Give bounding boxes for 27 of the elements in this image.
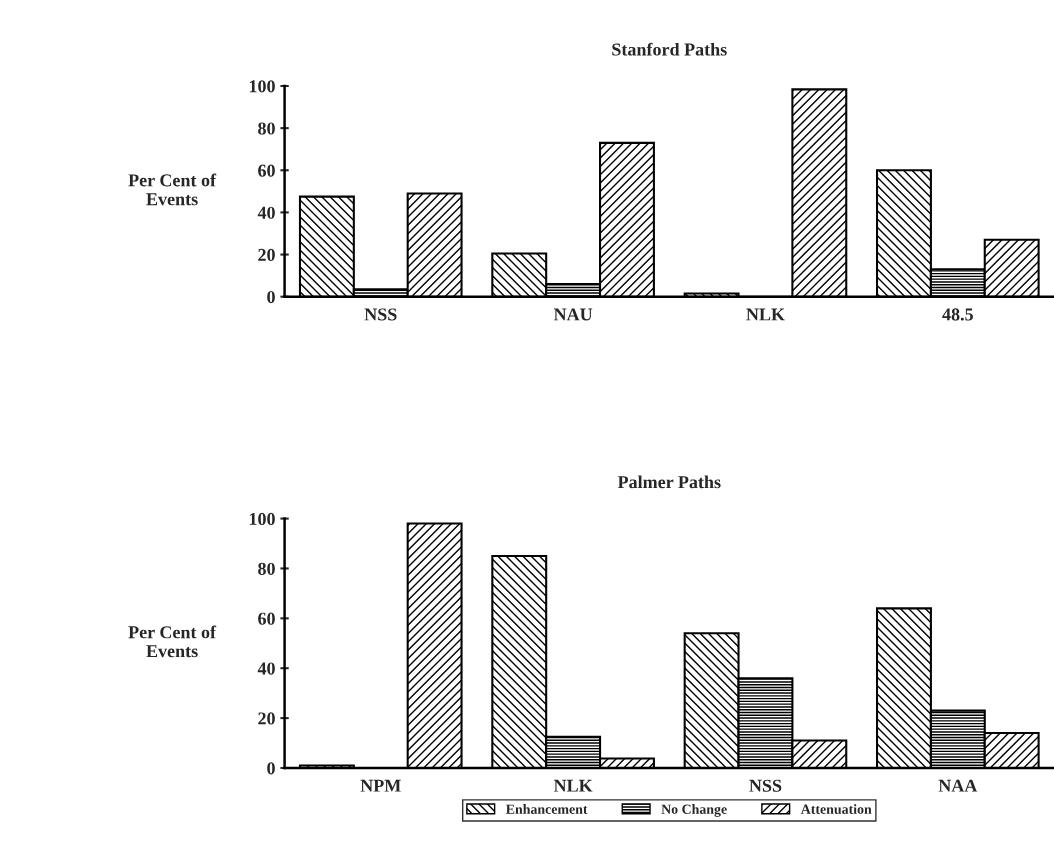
x-tick-label: NLK (746, 308, 785, 321)
y-tick-label: 100 (249, 512, 275, 526)
y-tick-label: 60 (258, 164, 275, 177)
x-tick-label: 48.5 (942, 308, 973, 321)
y-tick-label: 80 (258, 562, 275, 575)
y-tick-label: 100 (249, 80, 275, 93)
legend-label: Enhancement (505, 804, 588, 814)
x-tick-label: NPM (360, 779, 401, 792)
y-tick-label: 20 (258, 712, 275, 725)
chart-title: Stanford Paths (612, 42, 727, 56)
x-tick-label: NAU (553, 308, 593, 321)
x-tick-label: NSS (364, 308, 397, 321)
x-tick-label: NAA (938, 779, 978, 792)
y-tick-label: 60 (258, 612, 275, 625)
x-tick-label: NSS (749, 779, 782, 792)
y-tick-label: 0 (267, 762, 275, 775)
y-axis-title: Per Cent of Events (128, 173, 217, 206)
y-tick-label: 0 (267, 290, 275, 304)
y-tick-label: 80 (258, 122, 275, 135)
y-tick-label: 40 (257, 662, 275, 675)
y-axis-title: Per Cent of Events (128, 625, 217, 658)
legend-label: Attenuation (800, 804, 872, 814)
legend-label: No Change (661, 804, 727, 817)
y-tick-label: 40 (257, 206, 275, 219)
y-tick-label: 20 (258, 248, 275, 261)
x-tick-label: NLK (553, 779, 593, 792)
chart-title: Palmer Paths (617, 475, 721, 489)
